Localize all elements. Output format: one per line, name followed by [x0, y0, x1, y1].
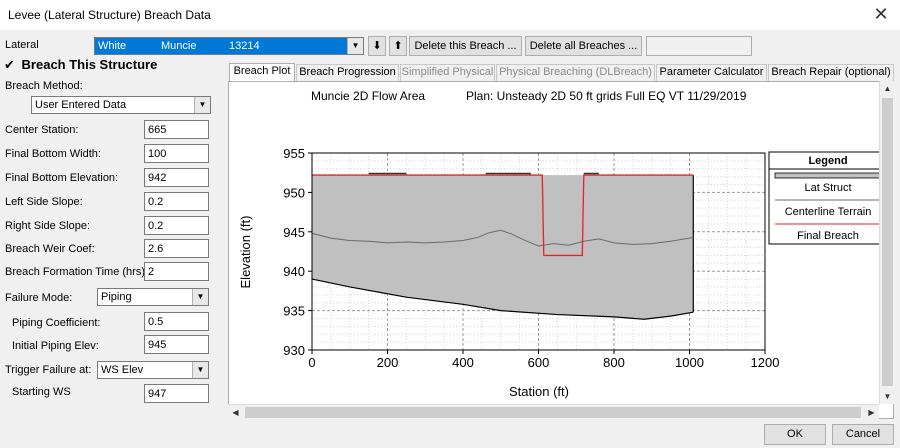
tab-breach-plot[interactable]: Breach Plot [229, 63, 295, 82]
lateral-reach: Muncie [161, 40, 197, 52]
legend-title: Legend [808, 155, 847, 167]
failure-mode-select[interactable]: Piping ▼ [97, 288, 209, 306]
y-tick-label: 930 [283, 343, 305, 358]
horizontal-scroll-thumb[interactable] [245, 407, 861, 418]
series-lat-struct-bottom [311, 278, 694, 320]
breach-formation-time-label: Breach Formation Time (hrs) [5, 266, 145, 278]
delete-this-breach-button[interactable]: Delete this Breach ... [409, 36, 522, 56]
chart-legend: Legend Lat Struct Centerline Terrain Fin… [768, 151, 879, 245]
failure-mode-value: Piping [101, 291, 132, 303]
arrow-left-icon[interactable]: ◀ [232, 408, 239, 417]
breach-weir-coef-label: Breach Weir Coef: [5, 243, 95, 255]
title-bar [0, 0, 900, 30]
tab-physical-breaching[interactable]: Physical Breaching (DLBreach) [496, 64, 655, 81]
legend-entry-centerline-terrain: Centerline Terrain [785, 206, 872, 218]
piping-coefficient-label: Piping Coefficient: [12, 317, 101, 329]
trigger-failure-select[interactable]: WS Elev ▼ [97, 361, 209, 379]
chevron-down-icon[interactable]: ▼ [192, 289, 208, 305]
breach-weir-coef-input[interactable]: 2.6 [144, 239, 209, 258]
failure-mode-label: Failure Mode: [5, 292, 73, 304]
status-box [646, 36, 752, 56]
lateral-label: Lateral [5, 39, 39, 51]
lateral-river: White [98, 40, 127, 52]
chevron-down-icon[interactable]: ▼ [194, 97, 210, 113]
arrow-down-icon[interactable]: ⬇ [368, 36, 386, 56]
cancel-button[interactable]: Cancel [832, 424, 894, 445]
starting-ws-input[interactable]: 947 [144, 384, 209, 403]
y-tick-label: 945 [283, 225, 305, 240]
y-tick-label: 955 [283, 146, 305, 161]
final-bottom-elevation-label: Final Bottom Elevation: [5, 172, 119, 184]
chart-axes: 0 200 400 600 800 1000 1200 930 935 940 945 950 955 [283, 146, 779, 370]
arrow-right-icon[interactable]: ▶ [868, 408, 875, 417]
chevron-down-icon[interactable]: ▼ [347, 38, 363, 54]
tab-breach-repair[interactable]: Breach Repair (optional) [768, 64, 894, 81]
initial-piping-elev-input[interactable]: 945 [144, 335, 209, 354]
arrow-up-icon[interactable]: ▲ [883, 84, 892, 93]
breach-method-select[interactable]: User Entered Data ▼ [31, 96, 211, 114]
delete-all-breaches-button[interactable]: Delete all Breaches ... [525, 36, 642, 56]
lateral-station: 13214 [229, 40, 260, 52]
vertical-scroll-thumb[interactable] [882, 98, 893, 386]
close-icon[interactable]: ✕ [873, 4, 889, 24]
breach-this-structure-checkbox[interactable]: ✔ Breach This Structure [4, 57, 157, 73]
legend-entry-final-breach: Final Breach [797, 230, 859, 242]
vertical-scrollbar[interactable]: ▲ ▼ [879, 81, 894, 404]
legend-swatch-lat-struct [774, 172, 879, 179]
starting-ws-label: Starting WS [12, 386, 71, 398]
trigger-failure-label: Trigger Failure at: [5, 364, 92, 376]
lateral-select[interactable]: White Muncie 13214 ▼ [94, 37, 364, 55]
y-tick-label: 950 [283, 185, 305, 200]
breach-plot-panel: Muncie 2D Flow Area Plan: Unsteady 2D 50… [228, 81, 894, 419]
piping-coefficient-input[interactable]: 0.5 [144, 312, 209, 331]
y-axis-label: Elevation (ft) [238, 216, 253, 289]
breach-plot-chart: Muncie 2D Flow Area Plan: Unsteady 2D 50… [238, 89, 879, 399]
series-final-breach [312, 174, 694, 257]
final-bottom-width-input[interactable]: 100 [144, 144, 209, 163]
final-bottom-width-label: Final Bottom Width: [5, 148, 101, 160]
x-tick-label: 1000 [675, 355, 704, 370]
left-side-slope-label: Left Side Slope: [5, 196, 83, 208]
ok-button[interactable]: OK [764, 424, 826, 445]
chart-plot-area [311, 172, 694, 320]
horizontal-scrollbar[interactable]: ◀ ▶ [228, 404, 879, 419]
left-side-slope-input[interactable]: 0.2 [144, 192, 209, 211]
legend-box [768, 151, 879, 245]
center-station-input[interactable]: 665 [144, 120, 209, 139]
breach-formation-time-input[interactable]: 2 [144, 262, 209, 281]
right-side-slope-input[interactable]: 0.2 [144, 216, 209, 235]
x-tick-label: 800 [603, 355, 625, 370]
x-axis-label: Station (ft) [509, 384, 569, 399]
series-centerline-terrain [311, 229, 694, 247]
y-tick-label: 935 [283, 304, 305, 319]
chart-header-right: Plan: Unsteady 2D 50 ft grids Full EQ VT… [466, 89, 747, 103]
x-tick-label: 0 [308, 355, 315, 370]
final-bottom-elevation-input[interactable]: 942 [144, 168, 209, 187]
breach-method-label: Breach Method: [5, 80, 83, 92]
tab-breach-progression[interactable]: Breach Progression [296, 64, 399, 81]
legend-entry-lat-struct: Lat Struct [804, 182, 851, 194]
tab-parameter-calculator[interactable]: Parameter Calculator [656, 64, 767, 81]
chevron-down-icon[interactable]: ▼ [192, 362, 208, 378]
trigger-failure-value: WS Elev [101, 364, 144, 376]
center-station-label: Center Station: [5, 124, 79, 136]
x-tick-label: 200 [377, 355, 399, 370]
x-tick-label: 400 [452, 355, 474, 370]
breach-method-value: User Entered Data [35, 99, 127, 111]
window-title: Levee (Lateral Structure) Breach Data [8, 8, 211, 22]
x-tick-label: 600 [528, 355, 550, 370]
checkmark-icon: ✔ [4, 57, 15, 72]
x-tick-label: 1200 [751, 355, 780, 370]
initial-piping-elev-label: Initial Piping Elev: [12, 340, 99, 352]
breach-this-structure-label: Breach This Structure [21, 57, 158, 72]
series-lat-struct [312, 175, 694, 320]
y-tick-label: 940 [283, 264, 305, 279]
arrow-down-icon[interactable]: ▼ [883, 392, 892, 401]
tab-simplified-physical[interactable]: Simplified Physical [400, 64, 495, 81]
chart-header-left: Muncie 2D Flow Area [311, 89, 425, 103]
right-side-slope-label: Right Side Slope: [5, 220, 90, 232]
arrow-up-icon[interactable]: ⬆ [389, 36, 407, 56]
